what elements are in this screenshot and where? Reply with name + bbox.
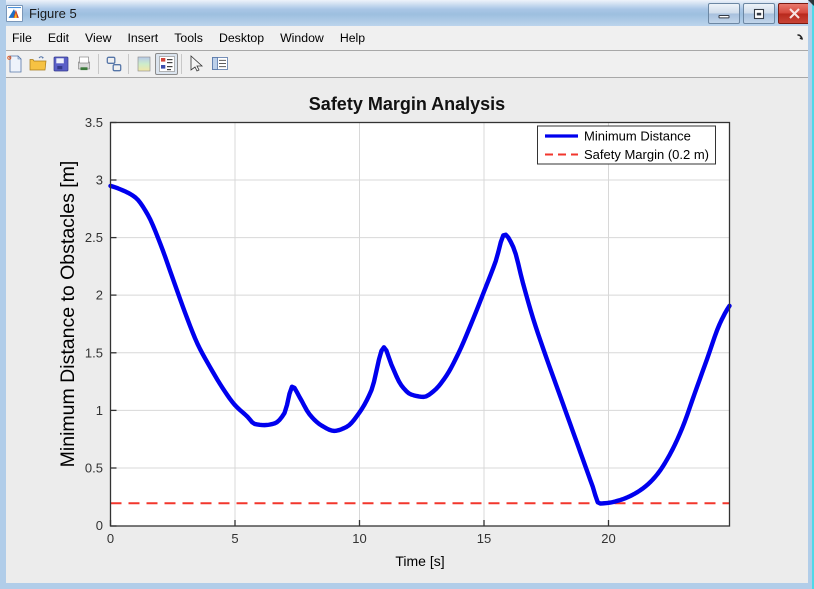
svg-text:5: 5 (231, 531, 238, 546)
svg-text:10: 10 (352, 531, 366, 546)
svg-text:2.5: 2.5 (85, 230, 103, 245)
svg-text:20: 20 (601, 531, 615, 546)
svg-text:3.5: 3.5 (85, 115, 103, 130)
svg-text:0: 0 (96, 518, 103, 533)
svg-text:1: 1 (96, 403, 103, 418)
svg-text:15: 15 (477, 531, 491, 546)
svg-text:0.5: 0.5 (85, 461, 103, 476)
svg-text:3: 3 (96, 173, 103, 188)
svg-text:Minimum Distance to Obstacles: Minimum Distance to Obstacles [m] (57, 161, 79, 468)
svg-text:Minimum Distance: Minimum Distance (584, 129, 691, 144)
svg-text:2: 2 (96, 288, 103, 303)
svg-text:Time [s]: Time [s] (395, 553, 444, 569)
svg-text:1.5: 1.5 (85, 345, 103, 360)
svg-text:Safety Margin (0.2 m): Safety Margin (0.2 m) (584, 147, 709, 162)
svg-text:0: 0 (107, 531, 114, 546)
